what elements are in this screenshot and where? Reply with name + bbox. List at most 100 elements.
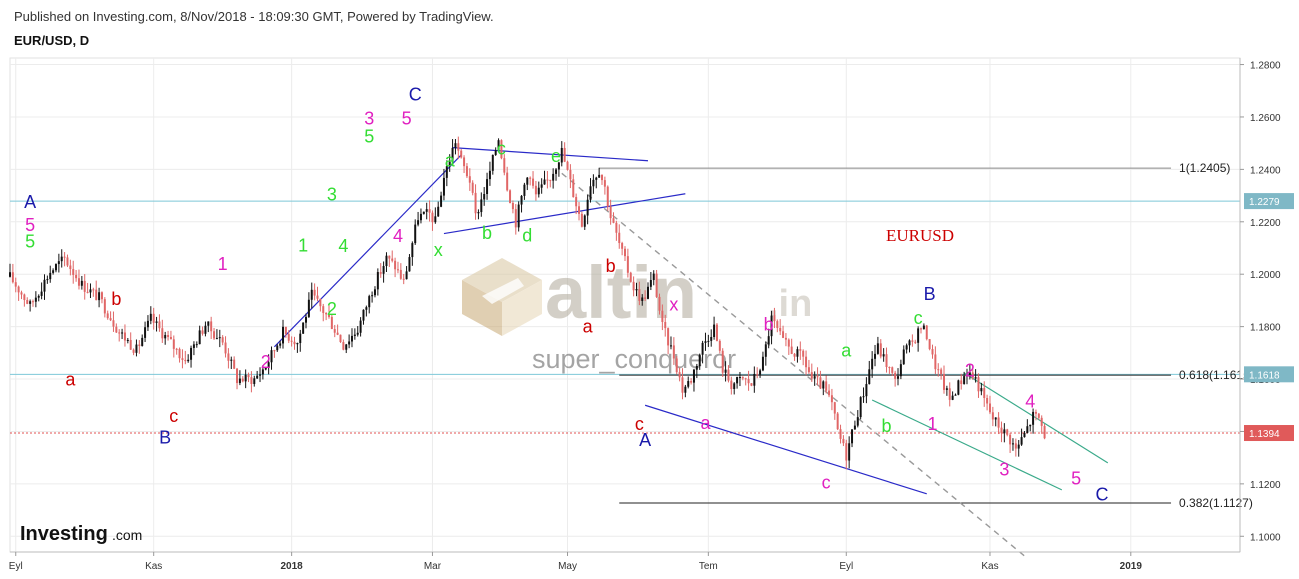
wave-label: C [1096,484,1109,504]
wave-label: a [583,317,594,337]
candle [49,265,52,283]
candle [902,345,905,365]
candle [371,291,374,303]
candle [572,174,575,198]
candle [750,383,753,387]
candle [310,282,313,309]
candle [552,168,555,189]
candle [560,141,563,167]
candle [227,348,230,369]
candle [661,304,664,331]
candle [595,176,598,189]
candle [115,323,118,334]
candle [822,380,825,396]
candle [100,291,103,304]
candle [460,149,463,159]
candle [149,306,152,325]
candle [158,314,161,332]
watermark-site: altin [545,251,697,334]
candle [557,161,560,177]
candle [195,341,198,348]
candle [282,319,285,349]
wave-label: d [522,225,532,245]
price-badge-label: 1.1394 [1249,429,1280,440]
candle [917,326,920,352]
candle [316,286,319,302]
candle [1029,424,1032,432]
x-tick-label: Eyl [9,561,23,572]
candle [190,345,193,368]
candle [376,268,379,296]
candle [267,354,270,375]
candle [704,332,707,351]
price-badge-label: 1.2279 [1249,197,1280,208]
candle [207,321,210,333]
candle [988,395,991,415]
candle [994,417,997,427]
wave-labels: A55abcB1212345345CxabcdeabxcAabacbcB2143… [24,85,1108,505]
candle [155,316,158,332]
candle [1020,428,1023,446]
candle [782,325,785,339]
x-tick-label: Mar [424,561,442,572]
candle [1034,409,1037,421]
candle [302,322,305,335]
candle [161,319,164,343]
candle [339,334,342,343]
candle [388,255,391,267]
candle [184,350,187,365]
candle [236,367,239,390]
x-tick-label: 2019 [1120,561,1143,572]
candle [244,369,247,389]
candle [241,376,244,383]
candle [1026,419,1029,434]
wave-label: c [169,406,178,426]
candle [948,382,951,407]
candle [210,316,213,340]
investing-logo[interactable]: Investing .com [20,523,142,545]
wave-label: 4 [393,226,403,246]
wave-label: C [409,85,422,105]
candle [897,368,900,386]
candle [402,273,405,285]
candle [187,354,190,363]
candle [132,348,135,356]
candle [440,191,443,208]
candle [37,294,40,302]
candle [391,250,394,263]
candle [784,333,787,347]
y-tick-label: 1.1000 [1250,532,1281,543]
candle [215,329,218,340]
candle [534,180,537,201]
candle [83,274,86,300]
candle [230,356,233,370]
candle [986,394,989,411]
candle [715,322,718,342]
candle [293,336,296,350]
candle [934,346,937,375]
candle [333,324,336,338]
candle [977,373,980,398]
candle [256,370,259,380]
candle [422,211,425,215]
fib-level-label: 0.618(1.1615) [1179,368,1254,382]
wave-label: 5 [364,127,374,147]
wave-label: 3 [999,459,1009,479]
candle [509,189,512,204]
y-tick-label: 1.1800 [1250,323,1281,334]
candle [14,277,17,293]
candle [819,370,822,390]
candle [621,241,624,256]
candle [876,336,879,355]
candle [747,370,750,391]
candle [753,366,756,393]
candle [233,356,236,370]
candle [75,270,78,282]
price-badge [1244,366,1294,383]
candle [675,356,678,375]
watermark-logo: altin .in super_conqueror [462,251,812,374]
published-caption: Published on Investing.com, 8/Nov/2018 -… [14,9,494,24]
candle [799,341,802,360]
candle [72,260,75,284]
